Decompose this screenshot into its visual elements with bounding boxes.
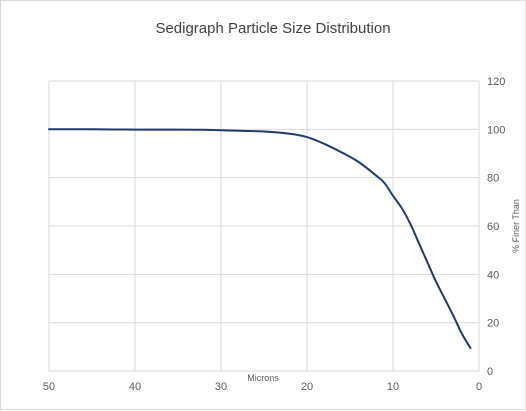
y-tick-label: 120 xyxy=(487,76,505,88)
x-axis-label: Microns xyxy=(247,373,279,383)
x-tick-label: 40 xyxy=(129,381,141,393)
grid xyxy=(48,80,480,372)
y-tick-label: 60 xyxy=(487,221,499,233)
x-tick-label: 0 xyxy=(476,381,482,393)
x-tick-label: 10 xyxy=(387,381,399,393)
y-tick-label: 80 xyxy=(487,173,499,185)
x-tick-label: 30 xyxy=(215,381,227,393)
y-axis-label: % Finer Than xyxy=(511,199,521,253)
chart-title: Sedigraph Particle Size Distribution xyxy=(155,20,390,37)
y-tick-labels: 0 20 40 60 80 100 120 xyxy=(487,76,505,378)
x-tick-label: 50 xyxy=(43,381,55,393)
y-tick-label: 40 xyxy=(487,269,499,281)
y-tick-label: 100 xyxy=(487,124,505,136)
y-tick-label: 0 xyxy=(487,366,493,378)
x-tick-label: 20 xyxy=(301,381,313,393)
series-line xyxy=(48,128,472,349)
series-layer xyxy=(48,128,472,349)
y-tick-label: 20 xyxy=(487,318,499,330)
x-tick-labels: 50 40 30 20 10 0 xyxy=(43,381,482,393)
